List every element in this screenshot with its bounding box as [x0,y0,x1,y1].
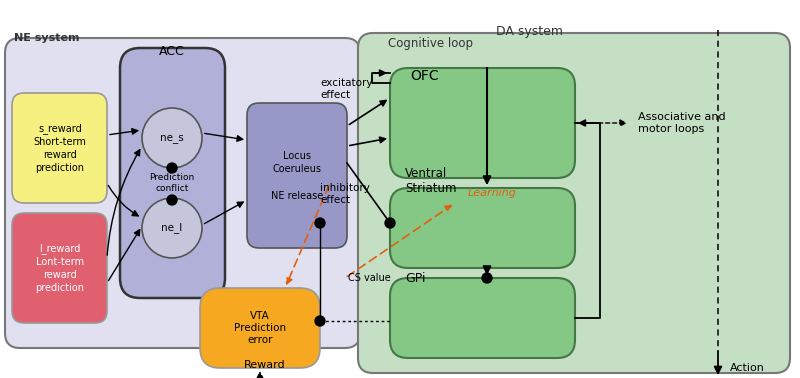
Text: ne_s: ne_s [160,133,184,143]
FancyBboxPatch shape [390,278,575,358]
Text: NE system: NE system [14,33,79,43]
Text: ACC: ACC [159,45,185,58]
Text: ne_l: ne_l [162,223,182,234]
FancyBboxPatch shape [120,48,225,298]
Text: Prediction
conflict: Prediction conflict [150,173,194,193]
Text: CS value: CS value [348,273,390,283]
FancyBboxPatch shape [12,93,107,203]
Circle shape [167,163,177,173]
Text: OFC: OFC [410,69,438,83]
Text: excitatory
effect: excitatory effect [320,78,373,99]
Text: DA system: DA system [497,25,563,38]
Text: Locus
Coeruleus

NE release: Locus Coeruleus NE release [271,151,323,201]
Circle shape [142,108,202,168]
Text: Learning: Learning [468,188,517,198]
FancyBboxPatch shape [390,68,575,178]
Text: inhibitory
effect: inhibitory effect [320,183,370,204]
Text: Cognitive loop: Cognitive loop [387,37,473,50]
Circle shape [482,273,492,283]
Circle shape [167,195,177,205]
FancyBboxPatch shape [358,33,790,373]
FancyBboxPatch shape [200,288,320,368]
Text: GPi: GPi [405,272,426,285]
Text: l_reward
Lont-term
reward
prediction: l_reward Lont-term reward prediction [35,243,85,293]
Circle shape [142,198,202,258]
Text: VTA
Prediction
error: VTA Prediction error [234,311,286,345]
Text: Ventral
Striatum: Ventral Striatum [405,167,457,195]
Text: Reward: Reward [244,360,286,370]
Text: Associative and
motor loops: Associative and motor loops [638,112,726,134]
FancyBboxPatch shape [5,38,360,348]
Text: s_reward
Short-term
reward
prediction: s_reward Short-term reward prediction [34,123,86,173]
Circle shape [315,218,325,228]
FancyBboxPatch shape [390,188,575,268]
Circle shape [385,218,395,228]
FancyBboxPatch shape [247,103,347,248]
Circle shape [315,316,325,326]
Text: Action: Action [730,363,765,373]
FancyBboxPatch shape [12,213,107,323]
